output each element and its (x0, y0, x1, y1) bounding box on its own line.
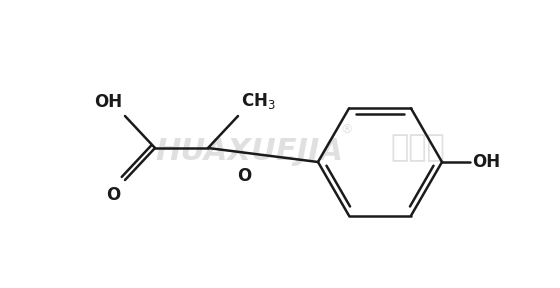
Text: CH$_3$: CH$_3$ (241, 91, 276, 111)
Text: O: O (237, 167, 251, 185)
Text: O: O (106, 186, 120, 204)
Text: HUAXUEJIA: HUAXUEJIA (155, 137, 343, 166)
Text: OH: OH (472, 153, 500, 171)
Text: OH: OH (94, 93, 122, 111)
Text: 化学加: 化学加 (390, 134, 445, 162)
Text: ®: ® (340, 124, 352, 137)
